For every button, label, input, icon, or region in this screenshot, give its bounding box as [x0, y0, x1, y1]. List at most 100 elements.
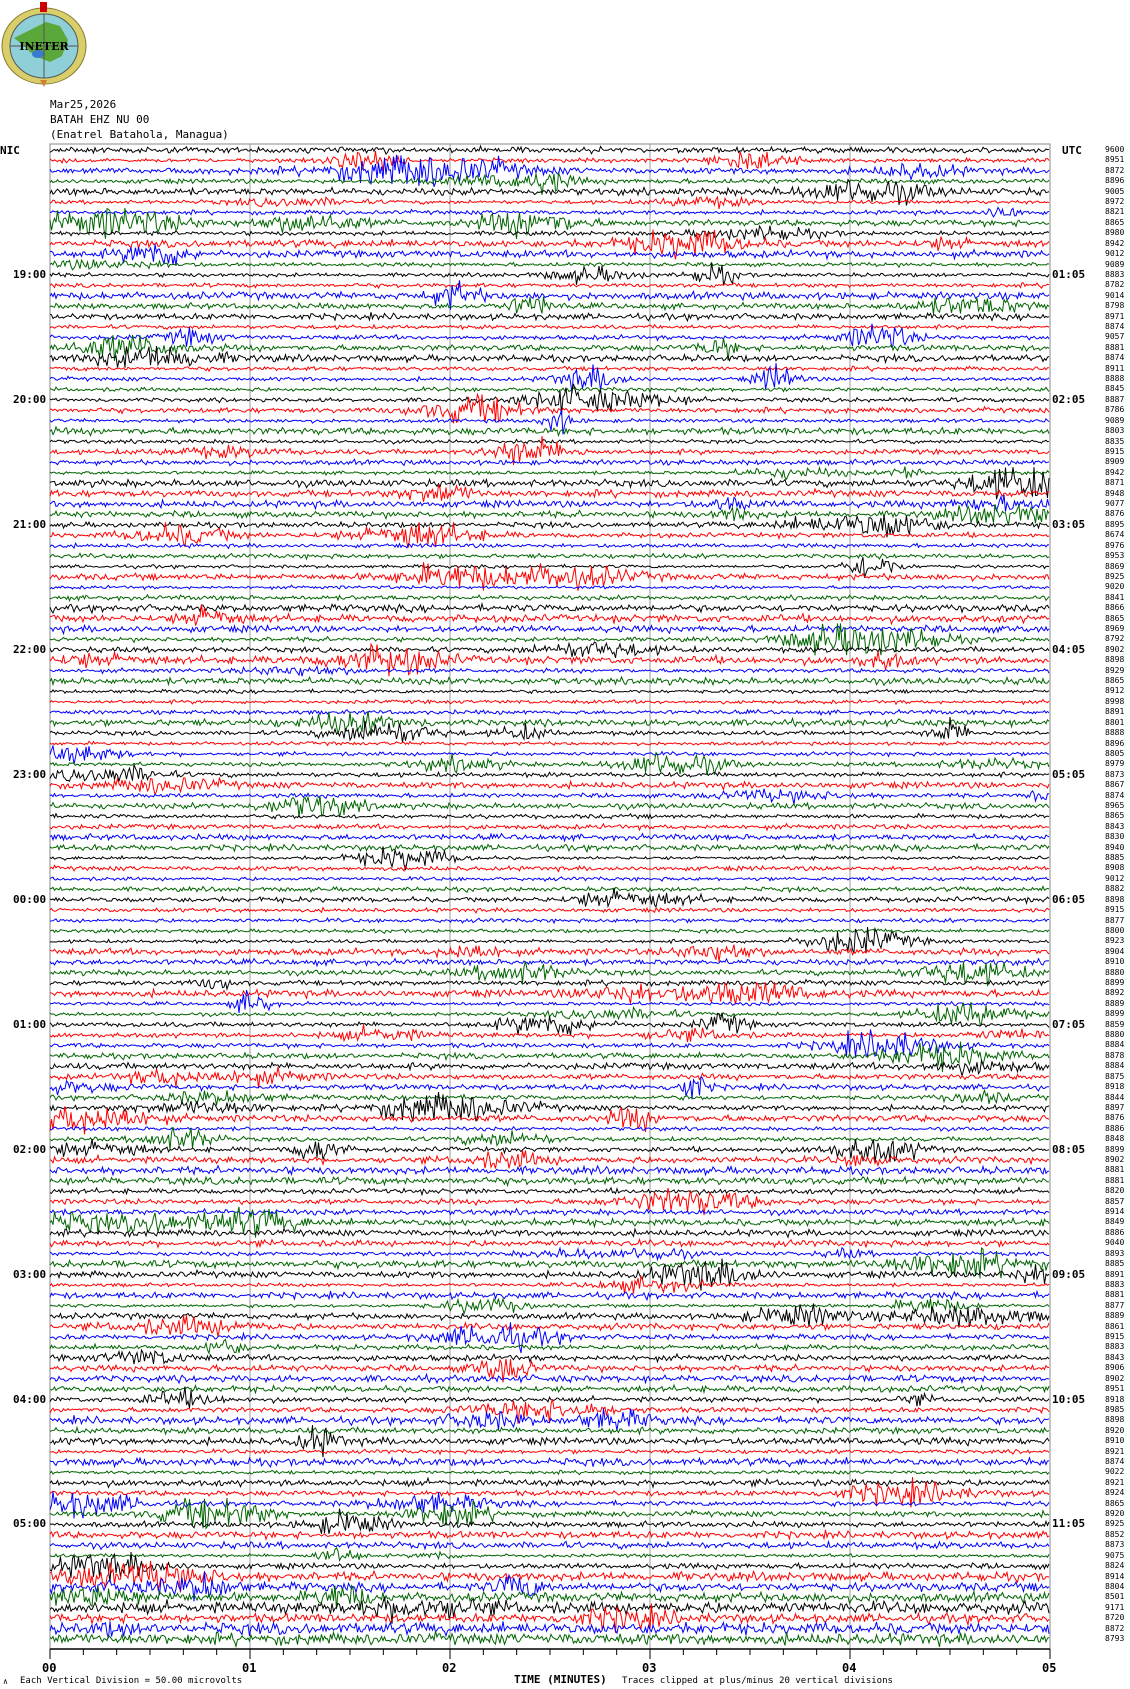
- row-value-label: 8921: [1105, 1446, 1125, 1456]
- row-value-label: 8920: [1105, 1425, 1125, 1435]
- seismic-trace-row: [49, 562, 1050, 591]
- plot-frame: [49, 143, 1051, 1650]
- row-value-label: 8867: [1105, 780, 1125, 790]
- seismic-trace-row: [49, 1227, 1050, 1239]
- seismic-trace-row: [49, 363, 1050, 394]
- seismic-trace-row: [49, 604, 1050, 626]
- seismic-trace-row: [49, 764, 1050, 783]
- row-value-label: 8965: [1105, 800, 1125, 810]
- seismic-trace-row: [49, 1125, 1050, 1132]
- row-value-label: 8914: [1105, 1571, 1125, 1581]
- seismic-trace-row: [49, 1175, 1050, 1188]
- row-value-label: 8841: [1105, 592, 1125, 602]
- seismic-trace-row: [49, 514, 1050, 538]
- row-value-label: 9057: [1105, 332, 1125, 342]
- seismic-trace-row: [49, 1348, 1050, 1365]
- row-value-label: 8865: [1105, 1498, 1125, 1508]
- row-value-label: 8880: [1105, 1030, 1125, 1040]
- seismic-trace-row: [49, 944, 1050, 962]
- seismic-trace-row: [49, 846, 1050, 871]
- seismic-trace-row: [49, 743, 1050, 765]
- row-value-label: 8910: [1105, 957, 1125, 967]
- seismic-trace-row: [49, 224, 1050, 241]
- location-label: (Enatrel Batahola, Managua): [50, 128, 229, 141]
- row-value-label: 8843: [1105, 821, 1125, 831]
- row-value-label: 8924: [1105, 1488, 1125, 1498]
- seismic-trace-row: [49, 467, 1050, 500]
- row-value-label: 9012: [1105, 873, 1125, 883]
- row-value-label: 9077: [1105, 499, 1125, 509]
- row-value-label: 9171: [1105, 1602, 1125, 1612]
- seismic-trace-row: [49, 466, 1050, 481]
- seismic-trace-row: [49, 1358, 1050, 1383]
- row-value-label: 8874: [1105, 353, 1125, 363]
- seismic-trace-row: [49, 601, 1050, 615]
- corner-mark: ∧: [3, 1677, 8, 1686]
- seismic-trace-row: [49, 150, 1050, 171]
- row-value-label: 8915: [1105, 905, 1125, 915]
- seismic-trace-row: [49, 1138, 1050, 1163]
- seismic-trace-row: [49, 552, 1050, 561]
- seismic-trace-row: [49, 282, 1050, 290]
- seismic-trace-row: [49, 981, 1050, 1005]
- row-value-label: 8953: [1105, 551, 1125, 561]
- row-value-label: 8874: [1105, 1456, 1125, 1466]
- row-value-label: 9005: [1105, 186, 1125, 196]
- seismic-trace-row: [49, 1560, 1050, 1593]
- row-value-label: 8869: [1105, 561, 1125, 571]
- seismic-trace-row: [49, 1126, 1050, 1150]
- left-hour-label: 20:00: [13, 392, 47, 406]
- logo-text: INETER: [19, 40, 69, 53]
- row-value-label: 8979: [1105, 759, 1125, 769]
- seismic-trace-row: [49, 258, 1050, 271]
- seismic-trace-row: [49, 262, 1050, 286]
- row-value-label: 8969: [1105, 623, 1125, 633]
- right-hour-label: 03:05: [1052, 517, 1086, 531]
- seismic-trace-row: [49, 1456, 1050, 1469]
- seismic-trace-row: [49, 664, 1050, 677]
- seismic-trace-row: [49, 1552, 1050, 1583]
- seismic-trace-row: [49, 1539, 1050, 1551]
- right-hour-label: 02:05: [1052, 392, 1086, 406]
- row-value-label: 9040: [1105, 1238, 1125, 1248]
- seismic-trace-row: [49, 383, 1050, 415]
- scale-note: Each Vertical Division = 50.00 microvolt…: [20, 1676, 243, 1686]
- row-value-label: 9022: [1105, 1467, 1125, 1477]
- seismic-trace-row: [49, 171, 1050, 195]
- row-value-label: 8885: [1105, 1259, 1125, 1269]
- seismic-trace-row: [49, 345, 1050, 368]
- row-value-label: 8899: [1105, 1009, 1125, 1019]
- seismic-trace-row: [49, 1477, 1050, 1508]
- seismic-trace-row: [49, 334, 1050, 361]
- row-value-label: 8859: [1105, 1019, 1125, 1029]
- seismic-trace-row: [49, 458, 1050, 467]
- clip-note: Traces clipped at plus/minus 20 vertical…: [622, 1676, 893, 1686]
- seismic-trace-row: [49, 623, 1050, 636]
- row-value-label: 8857: [1105, 1196, 1125, 1206]
- row-value-label: 8882: [1105, 884, 1125, 894]
- seismic-trace-row: [49, 392, 1050, 424]
- seismic-trace-row: [49, 885, 1050, 894]
- row-value-label: 8912: [1105, 686, 1125, 696]
- row-value-label: 8918: [1105, 1394, 1125, 1404]
- row-value-label: 8501: [1105, 1592, 1125, 1602]
- seismic-trace-row: [49, 1150, 1050, 1170]
- row-value-label: 8980: [1105, 228, 1125, 238]
- left-hour-label: 04:00: [13, 1392, 47, 1406]
- row-value-label: 8906: [1105, 1363, 1125, 1373]
- row-value-label: 8899: [1105, 978, 1125, 987]
- row-value-label: 8835: [1105, 436, 1125, 446]
- seismic-trace-row: [49, 365, 1049, 373]
- seismic-trace-row: [49, 906, 1050, 914]
- seismic-trace-row: [49, 916, 1049, 925]
- seismic-trace-row: [49, 961, 1050, 987]
- row-value-label: 8902: [1105, 1373, 1125, 1383]
- row-value-label: 8875: [1105, 1071, 1125, 1081]
- seismic-trace-row: [49, 1529, 1050, 1541]
- seismic-trace-row: [49, 1207, 1050, 1217]
- row-value-label: 8915: [1105, 1332, 1125, 1342]
- seismic-trace-row: [49, 717, 1050, 743]
- row-value-label: 8898: [1105, 655, 1125, 665]
- row-value-label: 8948: [1105, 488, 1125, 498]
- row-value-label: 8873: [1105, 1540, 1125, 1550]
